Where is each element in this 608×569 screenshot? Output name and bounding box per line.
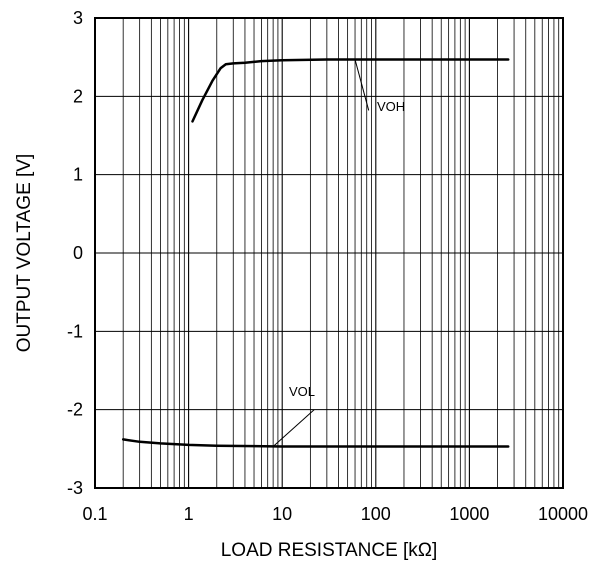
y-axis-label: OUTPUT VOLTAGE [V] [14,154,35,352]
x-tick-label: 1 [184,504,194,524]
series-layer [121,58,510,448]
x-tick-label: 10000 [538,504,588,524]
grid [94,17,563,489]
y-tick-label: -1 [67,321,83,341]
annotations: VOH VOL [272,59,405,447]
plot-frame [94,17,564,489]
tick-labels: 0.1 1 10 100 1000 10000 -3 -2 -1 0 1 2 3 [67,8,588,524]
annotation-label-voh: VOH [377,99,405,114]
annotation-label-vol: VOL [289,384,315,399]
series-line-vol [121,438,510,448]
y-tick-label: -3 [67,478,83,498]
y-tick-label: 1 [73,165,83,185]
series-line-voh [191,58,510,123]
x-tick-label: 100 [361,504,391,524]
y-tick-label: -2 [67,400,83,420]
x-axis-label: LOAD RESISTANCE [kΩ] [221,540,438,561]
annotation-leader-vol [272,409,315,447]
y-tick-label: 2 [73,86,83,106]
y-tick-label: 3 [73,8,83,28]
annotation-leader-voh [354,59,370,111]
x-tick-label: 0.1 [82,504,107,524]
y-tick-label: 0 [73,243,83,263]
x-tick-label: 10 [272,504,292,524]
x-tick-label: 1000 [449,504,489,524]
